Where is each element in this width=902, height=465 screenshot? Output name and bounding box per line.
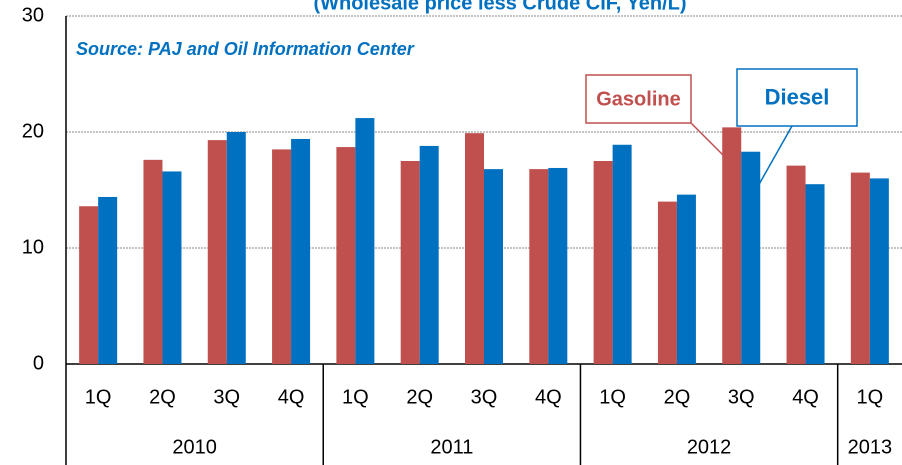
bar (143, 159, 163, 364)
y-tick-label: 30 (22, 4, 44, 26)
bar (593, 161, 613, 364)
bar (612, 144, 632, 364)
y-tick-label: 10 (22, 236, 44, 258)
bar (419, 145, 439, 364)
bar (805, 184, 825, 364)
bar (465, 133, 484, 364)
bar (484, 169, 503, 364)
bar (79, 206, 99, 364)
legend-box (736, 68, 858, 127)
source-note: Source: PAJ and Oil Information Center (76, 39, 415, 59)
bar (548, 167, 568, 364)
legend-label: Diesel (765, 84, 830, 109)
x-tick-label: 2Q (406, 386, 433, 408)
x-tick-label: 1Q (85, 386, 112, 408)
bar (722, 127, 742, 364)
legend-label: Gasoline (596, 88, 680, 110)
bar (850, 172, 870, 364)
legend-leader (756, 125, 793, 189)
x-tick-label: 1Q (857, 386, 884, 408)
bar (355, 118, 375, 364)
x-tick-label: 2Q (664, 386, 691, 408)
legend-leader (690, 122, 725, 157)
group-label: 2013 (848, 436, 893, 458)
bar (336, 147, 356, 364)
bar (529, 169, 549, 364)
x-tick-label: 4Q (535, 386, 562, 408)
y-tick-label: 0 (33, 352, 44, 374)
group-label: 2012 (687, 436, 732, 458)
x-tick-label: 4Q (278, 386, 305, 408)
x-tick-label: 3Q (213, 386, 240, 408)
group-label: 2011 (430, 436, 473, 458)
x-tick-label: 3Q (471, 386, 498, 408)
bar (162, 171, 182, 364)
bar (657, 201, 677, 364)
bar (226, 132, 246, 364)
bar (98, 196, 118, 364)
x-tick-label: 1Q (599, 386, 626, 408)
bar (207, 140, 227, 364)
group-label: 2010 (172, 436, 217, 458)
x-tick-label: 2Q (149, 386, 176, 408)
x-tick-label: 4Q (792, 386, 819, 408)
legend-box (585, 74, 692, 124)
chart-title: (Wholesale price less Crude CIF, Yen/L) (313, 0, 686, 14)
bar (786, 165, 806, 364)
x-tick-label: 1Q (342, 386, 369, 408)
bar (272, 149, 292, 364)
bar (869, 178, 889, 364)
bar (291, 138, 311, 364)
bar (676, 194, 696, 364)
x-tick-label: 3Q (728, 386, 755, 408)
bar (741, 151, 761, 364)
bar (400, 161, 420, 364)
y-tick-label: 20 (22, 120, 44, 142)
